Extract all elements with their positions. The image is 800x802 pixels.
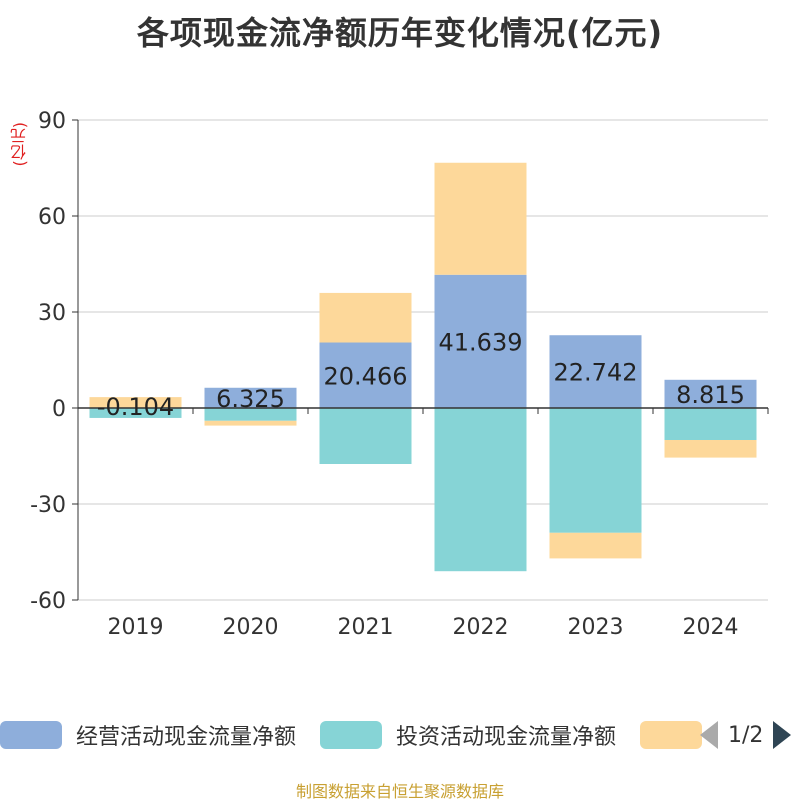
bar-financing [320,293,412,343]
y-tick-label: 0 [52,397,66,422]
y-tick-label: -60 [30,589,66,614]
legend-swatch-financing [640,721,702,749]
bar-investing [550,408,642,533]
y-tick-label: 90 [38,109,66,134]
data-label: 41.639 [439,328,523,356]
legend-item-financing[interactable] [640,718,702,752]
legend-item-investing[interactable]: 投资活动现金流量净额 [320,718,616,752]
chart-canvas: -60 -30 0 30 60 90 2019 2020 2021 2022 2023 2024 -0.… [0,0,800,700]
data-label: 8.815 [676,381,745,409]
legend-next-icon[interactable] [773,721,791,749]
data-label: 6.325 [216,385,285,413]
data-label: 22.742 [554,359,638,387]
x-tick-label: 2020 [223,615,279,640]
x-tick-label: 2021 [338,615,394,640]
bar-financing [665,440,757,458]
data-label: 20.466 [324,362,408,390]
x-tick-label: 2019 [108,615,164,640]
legend: 经营活动现金流量净额 投资活动现金流量净额 [0,718,800,752]
legend-prev-icon[interactable] [700,721,718,749]
legend-item-operating[interactable]: 经营活动现金流量净额 [0,718,296,752]
y-tick-label: -30 [30,493,66,518]
y-tick-label: 30 [38,301,66,326]
bar-financing [205,421,297,426]
y-tick-label: 60 [38,205,66,230]
legend-swatch-operating [0,721,62,749]
data-source-note: 制图数据来自恒生聚源数据库 [0,778,800,802]
legend-label-operating: 经营活动现金流量净额 [76,719,296,751]
data-label: -0.104 [97,393,174,421]
legend-pager: 1/2 [700,718,791,752]
bar-investing [435,408,527,571]
x-tick-label: 2024 [683,615,739,640]
bar-investing [665,408,757,440]
bar-financing [435,163,527,275]
x-tick-label: 2023 [568,615,624,640]
x-tick-label: 2022 [453,615,509,640]
bar-investing [320,408,412,464]
bar-financing [550,533,642,559]
legend-page-number: 1/2 [728,723,763,748]
legend-swatch-investing [320,721,382,749]
legend-label-investing: 投资活动现金流量净额 [396,719,616,751]
